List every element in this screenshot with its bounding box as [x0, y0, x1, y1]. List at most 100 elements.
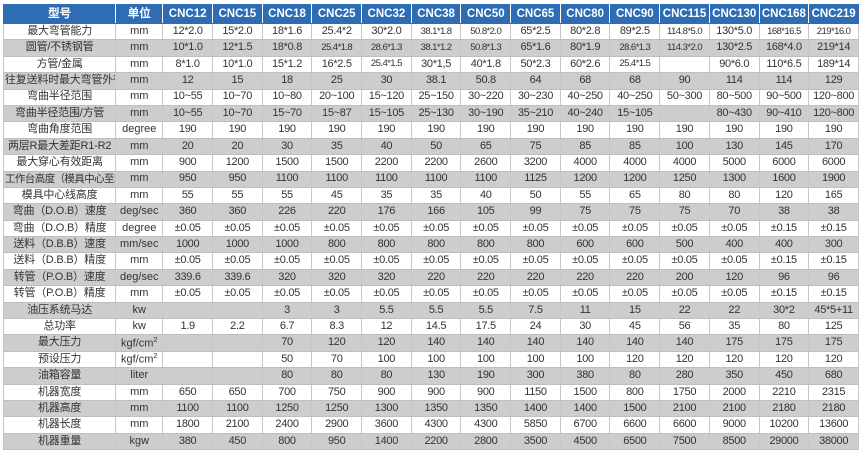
- cell-cnc32: 40: [361, 138, 412, 156]
- cell-cnc38: 190: [410, 121, 462, 139]
- table-row: 两层R最大差距R1-R2 mm 20 20 30 35 40 50 65 75 85 85 100 130…: [2, 138, 859, 156]
- cell-cnc115: ±0.05: [659, 220, 710, 238]
- cell-cnc219: 45*5+11: [808, 302, 859, 320]
- cell-cnc32: 15~120: [361, 89, 412, 106]
- row-label: 送料（D.B.B）精度: [2, 252, 117, 270]
- cell-cnc15: 950: [211, 171, 263, 188]
- row-unit: mm: [115, 171, 164, 188]
- cell-cnc32: 120: [361, 334, 412, 352]
- cell-cnc50: 5.5: [460, 302, 512, 320]
- cell-cnc115: 1250: [659, 171, 710, 188]
- cell-cnc32: 1300: [361, 400, 412, 418]
- row-unit: mm: [115, 138, 164, 156]
- cell-cnc80: 190: [559, 121, 611, 139]
- cell-cnc168: 30*2: [758, 302, 810, 320]
- cell-cnc38: 14.5: [410, 318, 462, 336]
- row-unit: deg/sec: [115, 203, 164, 221]
- cell-cnc90: 40~250: [609, 89, 661, 106]
- table-row: 送料（D.B.B）精度 mm ±0.05 ±0.05 ±0.05 ±0.05 ±0.05 ±0…: [2, 252, 859, 270]
- row-label: 弯曲半径范围/方管: [2, 105, 117, 123]
- cell-cnc130: 175: [708, 334, 760, 352]
- table-row: 弯曲（D.O.B）精度 degree ±0.05 ±0.05 ±0.05 ±0.05 ±0.…: [2, 220, 859, 238]
- cell-cnc32: 900: [361, 384, 412, 401]
- cell-cnc12: 10~55: [162, 89, 213, 106]
- cell-cnc38: 5.5: [410, 302, 462, 320]
- unit-superscript: 2: [153, 351, 158, 361]
- cell-cnc65: 1150: [510, 384, 561, 401]
- cell-cnc25: ±0.05: [311, 285, 363, 303]
- cell-cnc80: ±0.05: [559, 252, 611, 270]
- cell-cnc15: 1000: [211, 236, 263, 254]
- cell-cnc219: 96: [808, 269, 859, 287]
- row-unit: kw: [115, 302, 164, 320]
- cell-cnc32: 80: [361, 367, 412, 385]
- cell-cnc90: 65: [609, 187, 661, 205]
- table-row: 最大弯管能力 mm 12*2.0 15*2.0 18*1.6 25.4*2 30*2.0 38…: [2, 22, 859, 41]
- cell-cnc65: ±0.05: [510, 220, 561, 238]
- cell-cnc15: 20: [211, 138, 263, 156]
- cell-cnc38: 220: [410, 269, 462, 287]
- cell-cnc80: 68: [559, 72, 611, 90]
- cell-cnc168: 168*16.5: [758, 22, 810, 41]
- table-row: 油箱容量 liter 80 80 80 130 190 300 380 80 280 350 450 68…: [2, 367, 859, 385]
- cell-cnc12: 950: [162, 171, 213, 188]
- cell-cnc38: ±0.05: [410, 285, 462, 303]
- row-label: 送料（D.B.B）速度: [2, 236, 117, 254]
- cell-cnc80: 380: [559, 367, 611, 385]
- row-label: 往复送料时最大弯管外径: [2, 72, 117, 90]
- row-unit: mm: [115, 416, 164, 434]
- cell-cnc18: 1250: [261, 400, 313, 418]
- cell-cnc130: 114: [708, 72, 760, 90]
- cell-cnc25: 1500: [311, 154, 363, 172]
- cell-cnc80: 80*1.9: [559, 39, 611, 57]
- cell-cnc130: 350: [708, 367, 760, 385]
- table-row: 工作台高度（模具中心至地面高度）mm9509501100110011001100…: [2, 171, 859, 188]
- cell-cnc32: 1400: [361, 433, 412, 451]
- cell-cnc15: [211, 334, 263, 352]
- header-model-cnc15: CNC15: [211, 4, 263, 24]
- cell-cnc12: [162, 351, 213, 369]
- cell-cnc25: 15~87: [311, 105, 363, 123]
- row-unit: mm: [115, 105, 164, 123]
- cell-cnc38: 166: [410, 203, 462, 221]
- table-header: 型号 单位 CNC12 CNC15 CNC18 CNC25 CNC32 CNC3…: [2, 4, 859, 24]
- cell-cnc168: 450: [758, 367, 810, 385]
- table-row: 转管（P.O.B）速度 deg/sec 339.6 339.6 320 320 320 220…: [2, 269, 859, 287]
- cell-cnc168: 80: [758, 318, 810, 336]
- row-label: 弯曲半径范围: [2, 89, 117, 106]
- cell-cnc32: 15~105: [361, 105, 412, 123]
- cell-cnc32: 12: [361, 318, 412, 336]
- cell-cnc90: 140: [609, 334, 661, 352]
- cell-cnc32: 28.6*1.3: [361, 39, 412, 57]
- cell-cnc90: 190: [609, 121, 661, 139]
- cell-cnc15: [211, 302, 263, 320]
- cell-cnc115: [659, 56, 710, 74]
- cell-cnc65: 190: [510, 121, 561, 139]
- cell-cnc80: 4000: [559, 154, 611, 172]
- cell-cnc12: 650: [162, 384, 213, 401]
- row-unit: kgw: [115, 433, 164, 451]
- cell-cnc115: 280: [659, 367, 710, 385]
- cell-cnc32: ±0.05: [361, 220, 412, 238]
- cell-cnc50: 30~190: [460, 105, 512, 123]
- cell-cnc18: 80: [261, 367, 313, 385]
- cell-cnc65: 800: [510, 236, 561, 254]
- cell-cnc219: 190: [808, 121, 859, 139]
- cell-cnc90: 1500: [609, 400, 661, 418]
- cell-cnc130: 8500: [708, 433, 760, 451]
- cell-cnc32: 800: [361, 236, 412, 254]
- table-row: 最大压力 kgf/cm2 70 120 120 140 140 140 140 140 140 175…: [2, 334, 859, 352]
- cell-cnc168: 120: [758, 351, 810, 369]
- header-unit-column: 单位: [115, 4, 164, 24]
- cell-cnc168: 1600: [758, 171, 810, 188]
- cell-cnc219: ±0.15: [808, 252, 859, 270]
- header-model-cnc32: CNC32: [361, 4, 412, 24]
- cell-cnc25: 190: [311, 121, 363, 139]
- cell-cnc12: 8*1.0: [162, 56, 213, 74]
- cell-cnc219: 120~800: [808, 89, 859, 106]
- cell-cnc115: 22: [659, 302, 710, 320]
- cell-cnc65: 50*2.3: [510, 56, 561, 74]
- cell-cnc130: 80~500: [708, 89, 760, 106]
- cell-cnc130: 130: [708, 138, 760, 156]
- cell-cnc12: 20: [162, 138, 213, 156]
